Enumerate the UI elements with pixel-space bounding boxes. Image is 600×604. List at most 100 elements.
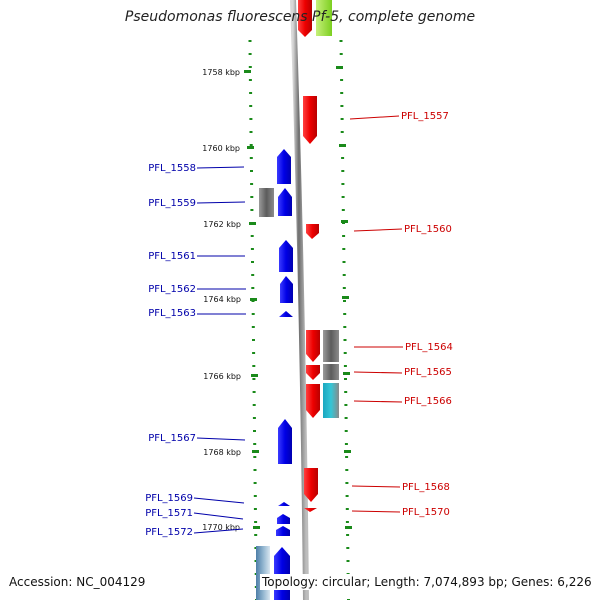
ring-dot	[249, 105, 253, 107]
ring-dot	[344, 443, 348, 445]
ring-dot	[252, 352, 256, 354]
ring-dot	[342, 235, 346, 237]
ring-dot	[250, 196, 254, 198]
ring-dot	[248, 66, 252, 68]
ring-dot	[344, 417, 348, 419]
gene-arrow-PFL_1572[interactable]	[276, 526, 290, 536]
feature-gray-PFL_1565	[323, 364, 339, 380]
feature-top-green	[316, 0, 332, 36]
ring-dot	[341, 196, 345, 198]
outer-tick	[336, 66, 343, 69]
ring-dot	[251, 261, 254, 263]
gene-arrow-PFL_1560[interactable]	[306, 224, 319, 239]
scale-label: 1760 kbp	[202, 144, 240, 153]
ring-dot	[346, 547, 350, 549]
gene-arrow-PFL_1562[interactable]	[280, 276, 293, 303]
accession-text: Accession: NC_004129	[9, 575, 146, 589]
gene-arrow-top-red	[298, 0, 312, 37]
ring-dot	[343, 313, 347, 315]
ring-dot	[249, 118, 253, 120]
gene-label-PFL_1562[interactable]: PFL_1562	[148, 284, 196, 295]
gene-label-PFL_1558[interactable]: PFL_1558	[148, 163, 196, 174]
ring-dot	[340, 105, 344, 107]
ring-dot	[342, 248, 346, 250]
outer-tick	[344, 450, 351, 453]
gene-label-PFL_1570[interactable]: PFL_1570	[402, 507, 450, 518]
ring-dot	[248, 79, 252, 81]
scale-tick	[249, 222, 256, 225]
gene-label-PFL_1565[interactable]: PFL_1565	[404, 367, 452, 378]
gene-label-PFL_1572[interactable]: PFL_1572	[145, 527, 193, 538]
gene-label-PFL_1561[interactable]: PFL_1561	[148, 251, 196, 262]
ring-dot	[345, 482, 349, 484]
ring-dot	[340, 131, 344, 133]
ring-dot	[249, 157, 253, 159]
ring-dot	[250, 183, 254, 185]
gene-label-PFL_1559[interactable]: PFL_1559	[148, 198, 196, 209]
gene-arrow-PFL_1569[interactable]	[278, 502, 290, 506]
gene-arrow-PFL_1570[interactable]	[304, 508, 317, 512]
scale-tick	[247, 146, 254, 149]
outer-tick	[341, 220, 348, 223]
ring-dot	[339, 40, 343, 42]
gene-arrow-PFL_1564[interactable]	[306, 330, 320, 362]
ring-dot	[254, 534, 258, 536]
gene-label-PFL_1557[interactable]: PFL_1557	[401, 111, 449, 122]
gene-label-PFL_1568[interactable]: PFL_1568	[402, 482, 450, 493]
gene-arrow-PFL_1567[interactable]	[278, 419, 292, 464]
scale-label: 1762 kbp	[203, 220, 241, 229]
outer-tick	[345, 526, 352, 529]
gene-arrow-PFL_1558[interactable]	[277, 149, 291, 184]
ring-dot	[343, 365, 347, 367]
ring-dot	[340, 92, 344, 94]
ring-dot	[341, 209, 345, 211]
ring-dot	[250, 235, 254, 237]
gene-label-PFL_1569[interactable]: PFL_1569	[145, 493, 193, 504]
gene-arrow-PFL_1568[interactable]	[304, 468, 318, 502]
feature-gray-PFL_1559	[259, 188, 274, 217]
gene-label-PFL_1567[interactable]: PFL_1567	[148, 433, 196, 444]
gene-arrow-PFL_1571[interactable]	[277, 514, 290, 524]
ring-dot	[253, 508, 257, 510]
gene-arrow-PFL_1559[interactable]	[278, 188, 292, 216]
ring-dot	[253, 443, 257, 445]
genome-backbone	[290, 0, 309, 601]
ring-dot	[342, 274, 346, 276]
feature-cyan-PFL_1566	[323, 383, 339, 418]
outer-tick	[339, 144, 346, 147]
gene-arrow-PFL_1566[interactable]	[306, 384, 320, 418]
ring-dot	[346, 534, 350, 536]
ring-dot	[251, 313, 255, 315]
ring-dot	[343, 300, 346, 302]
genome-info-text: Topology: circular; Length: 7,074,893 bp…	[260, 574, 594, 590]
ring-dot	[253, 482, 257, 484]
scale-label: 1764 kbp	[203, 295, 241, 304]
ring-dot	[250, 209, 254, 211]
gene-arrow-PFL_1561[interactable]	[279, 240, 293, 272]
gene-label-PFL_1571[interactable]: PFL_1571	[145, 508, 193, 519]
ring-dot	[341, 183, 345, 185]
gene-arrow-PFL_1565[interactable]	[306, 365, 320, 380]
label-line-PFL_1565	[353, 371, 403, 374]
feature-steel-bottom	[256, 546, 270, 600]
ring-dot	[344, 378, 347, 380]
ring-dot	[343, 352, 347, 354]
gene-arrow-PFL_1563[interactable]	[279, 311, 293, 317]
label-line-PFL_1558	[196, 166, 245, 169]
ring-dot	[249, 144, 253, 146]
ring-dot	[248, 40, 252, 42]
ring-dot	[344, 391, 348, 393]
map-title: Pseudomonas fluorescens Pf-5, complete g…	[124, 9, 476, 25]
ring-dot	[253, 430, 256, 432]
ring-dot	[252, 378, 256, 380]
gene-label-PFL_1563[interactable]: PFL_1563	[148, 308, 196, 319]
ring-dot	[248, 53, 252, 55]
ring-dot	[342, 287, 346, 289]
gene-label-PFL_1566[interactable]: PFL_1566	[404, 396, 452, 407]
gene-label-PFL_1564[interactable]: PFL_1564	[405, 342, 453, 353]
ring-dot	[252, 365, 256, 367]
gene-arrow-PFL_1557[interactable]	[303, 96, 317, 144]
gene-label-PFL_1560[interactable]: PFL_1560	[404, 224, 452, 235]
ring-dot	[343, 339, 347, 341]
